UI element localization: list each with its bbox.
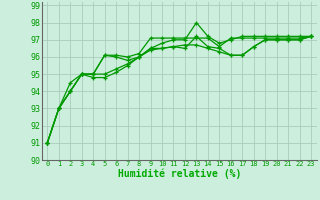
X-axis label: Humidité relative (%): Humidité relative (%) [117, 168, 241, 179]
